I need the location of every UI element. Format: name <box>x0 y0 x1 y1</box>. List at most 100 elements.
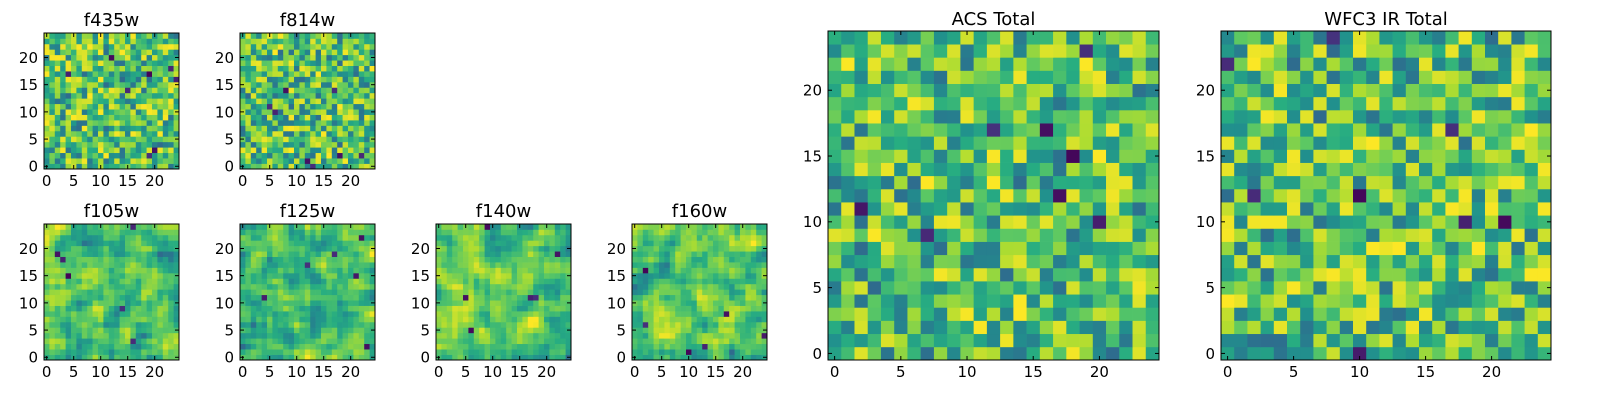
heatmap-cell <box>1132 70 1147 84</box>
heatmap-cell <box>490 338 496 345</box>
heatmap-cell <box>468 278 475 285</box>
heatmap-cell <box>745 267 752 274</box>
heatmap-cell <box>1039 307 1054 321</box>
heatmap-cell <box>468 327 475 334</box>
heatmap-cell <box>479 316 485 323</box>
heatmap-cell <box>103 349 110 355</box>
heatmap-cell <box>1000 175 1014 190</box>
heatmap-cell <box>1079 136 1094 150</box>
heatmap-cell <box>168 289 174 296</box>
heatmap-cell <box>65 103 72 110</box>
x-axis: 0 5 10 15 20 <box>238 224 360 381</box>
heatmap-cell <box>495 305 502 312</box>
heatmap-cell <box>1379 254 1393 269</box>
heatmap-cell <box>240 130 246 137</box>
heatmap-cell <box>973 109 988 124</box>
heatmap-cell <box>54 136 61 143</box>
heatmap-cell <box>76 267 83 274</box>
heatmap-cell <box>495 294 502 301</box>
heatmap-cell <box>718 224 725 230</box>
heatmap-cell <box>1498 175 1512 190</box>
heatmap-cell <box>310 92 316 99</box>
heatmap-cell <box>294 65 300 72</box>
heatmap-cell <box>304 354 311 361</box>
heatmap-cell <box>294 98 300 105</box>
heatmap-cell <box>495 272 502 279</box>
heatmap-cell <box>342 338 349 345</box>
heatmap-cell <box>1066 70 1080 84</box>
heatmap-cell <box>675 272 681 279</box>
heatmap-cell <box>44 289 50 296</box>
heatmap-cell <box>713 245 719 252</box>
heatmap-cell <box>256 338 262 345</box>
heatmap-cell <box>71 65 77 72</box>
heatmap-cell <box>1119 215 1133 229</box>
heatmap-cell <box>1221 294 1235 308</box>
heatmap-cell <box>130 245 137 252</box>
heatmap-cell <box>1106 346 1120 361</box>
heatmap-cell <box>756 305 762 312</box>
heatmap-cell <box>642 256 649 263</box>
heatmap-cell <box>114 305 120 312</box>
heatmap-cell <box>146 92 153 99</box>
heatmap-cell <box>522 300 529 306</box>
heatmap-cell <box>71 316 77 323</box>
heatmap-cell <box>973 346 988 361</box>
heatmap-cell <box>1145 307 1160 321</box>
heatmap-cell <box>71 141 77 148</box>
heatmap-cell <box>108 114 115 121</box>
heatmap-cell <box>141 49 147 56</box>
heatmap-cell <box>669 311 676 317</box>
heatmap-cell <box>331 114 338 121</box>
heatmap-cell <box>637 240 644 247</box>
heatmap-cell <box>468 234 475 241</box>
heatmap-cell <box>1066 175 1080 190</box>
heatmap-cell <box>353 152 360 159</box>
heatmap-cell <box>560 272 566 279</box>
heatmap-cell <box>1432 188 1446 203</box>
heatmap-cell <box>880 70 895 84</box>
heatmap-cell <box>1079 215 1094 229</box>
heatmap-cell <box>441 338 448 345</box>
heatmap-cell <box>729 294 735 301</box>
heatmap-cell <box>680 311 687 317</box>
heatmap-cell <box>669 321 676 328</box>
heatmap-cell <box>1458 307 1473 321</box>
heatmap-cell <box>294 54 300 61</box>
x-tick-label: 15 <box>1024 363 1043 381</box>
heatmap-cell <box>267 349 273 355</box>
heatmap-cell <box>554 272 561 279</box>
heatmap-cell <box>1066 254 1080 269</box>
heatmap-cell <box>342 158 349 164</box>
heatmap-cell <box>267 294 273 301</box>
heatmap-cell <box>745 240 752 247</box>
heatmap-cell <box>65 33 72 39</box>
heatmap-cell <box>1145 228 1160 242</box>
heatmap-cell <box>1524 228 1539 242</box>
heatmap-cell <box>358 125 365 132</box>
heatmap-cell <box>44 158 50 164</box>
heatmap-cell <box>326 54 333 61</box>
heatmap-cell <box>867 123 882 137</box>
heatmap-cell <box>98 332 104 339</box>
heatmap-cell <box>659 229 665 236</box>
heatmap-cell <box>250 283 257 290</box>
heatmap-cell <box>272 300 279 306</box>
heatmap-cell <box>734 283 741 290</box>
heatmap-cell <box>734 316 741 323</box>
heatmap-cell <box>457 283 464 290</box>
heatmap-cell <box>256 354 262 361</box>
heatmap-cell <box>44 283 50 290</box>
heatmap-cell <box>696 327 703 334</box>
heatmap-cell <box>294 92 300 99</box>
heatmap-cell <box>152 272 158 279</box>
heatmap-cell <box>1106 70 1120 84</box>
heatmap-cell <box>707 354 714 361</box>
heatmap-cell <box>533 272 539 279</box>
heatmap-cell <box>1145 136 1160 150</box>
heatmap-cell <box>1145 241 1160 256</box>
heatmap-cell <box>162 125 169 132</box>
heatmap-cell <box>527 300 534 306</box>
heatmap-cell <box>108 103 115 110</box>
heatmap-cell <box>1458 320 1473 335</box>
